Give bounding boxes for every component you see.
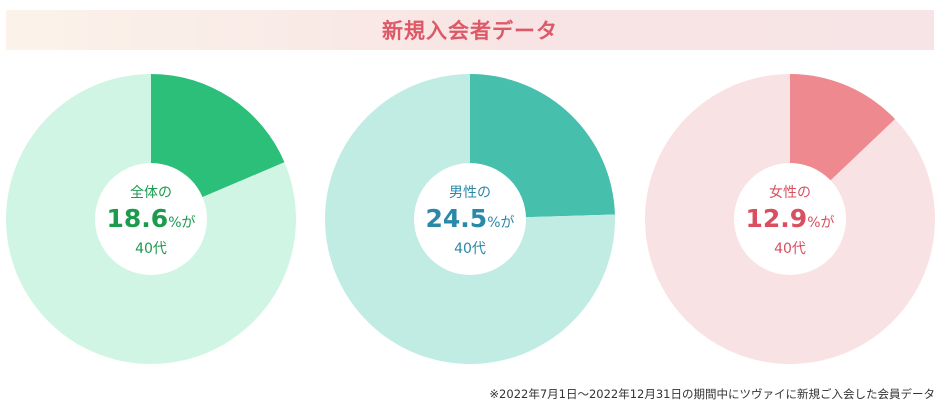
donut-svg — [6, 74, 296, 364]
percent-value: 18.6 — [106, 204, 169, 233]
center-value: 18.6%が — [107, 204, 196, 238]
center-value: 24.5%が — [426, 204, 515, 238]
donut-hole — [734, 163, 846, 275]
donut-center: 男性の 24.5%が 40代 — [325, 74, 615, 364]
title-banner: 新規入会者データ — [6, 10, 934, 50]
donut-hole — [95, 163, 207, 275]
center-value: 12.9%が — [746, 204, 835, 238]
donut-chart-male: 男性の 24.5%が 40代 — [325, 74, 615, 364]
donut-center: 女性の 12.9%が 40代 — [645, 74, 935, 364]
percent-value: 24.5 — [425, 204, 488, 233]
percent-suffix: %が — [807, 215, 835, 231]
donut-hole — [414, 163, 526, 275]
center-label: 全体の — [130, 185, 172, 201]
center-label: 女性の — [769, 185, 811, 201]
age-label: 40代 — [454, 241, 486, 257]
banner-title: 新規入会者データ — [382, 19, 558, 43]
age-label: 40代 — [135, 241, 167, 257]
slice-remainder — [6, 74, 296, 364]
percent-suffix: %が — [168, 215, 196, 231]
center-label: 男性の — [449, 185, 491, 201]
donut-chart-overall: 全体の 18.6%が 40代 — [6, 74, 296, 364]
donut-center: 全体の 18.6%が 40代 — [6, 74, 296, 364]
age-label: 40代 — [774, 241, 806, 257]
donut-svg — [645, 74, 935, 364]
donut-svg — [325, 74, 615, 364]
percent-suffix: %が — [487, 215, 515, 231]
donut-chart-female: 女性の 12.9%が 40代 — [645, 74, 935, 364]
footnote: ※2022年7月1日～2022年12月31日の期間中にツヴァイに新規ご入会した会… — [489, 387, 935, 401]
percent-value: 12.9 — [745, 204, 808, 233]
